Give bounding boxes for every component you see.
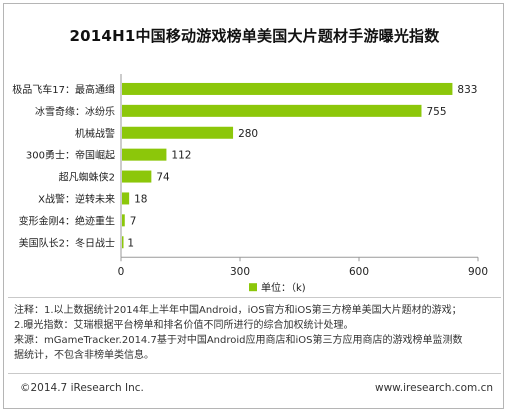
category-label: X战警：逆转未来 [38, 192, 115, 205]
chart-frame [3, 3, 504, 409]
value-label: 18 [134, 193, 147, 205]
legend-label: 单位：（k) [261, 281, 306, 294]
category-label: 极品飞车17：最高通缉 [12, 83, 115, 96]
value-label: 755 [426, 106, 446, 118]
bar [122, 104, 422, 117]
bar [122, 214, 125, 227]
value-label: 7 [130, 215, 137, 227]
website-link[interactable]: www.iresearch.com.cn [374, 382, 493, 394]
footer-divider [8, 373, 501, 374]
category-label: 冰雪奇缘：冰纷乐 [35, 105, 115, 118]
source-line-1: 来源：mGameTracker.2014.7基于对中国Android应用商店和i… [14, 335, 463, 346]
category-label: 变形金刚4：绝迹重生 [19, 214, 115, 227]
x-tick-label: 600 [349, 266, 369, 278]
note-line-2: 2.曝光指数：艾瑞根据平台榜单和排名价值不同所进行的综合加权统计处理。 [14, 320, 354, 331]
category-label: 300勇士：帝国崛起 [26, 149, 115, 162]
bar-chart: 极品飞车17：最高通缉 833 冰雪奇缘：冰纷乐 755 机械战警 280 300勇士：帝国… [12, 74, 488, 294]
bar [122, 148, 167, 161]
value-label: 280 [238, 128, 258, 140]
x-tick-label: 0 [118, 266, 125, 278]
bar [122, 236, 124, 249]
bar [122, 126, 234, 139]
value-label: 833 [457, 84, 477, 96]
notes-block: 注释：1.以上数据统计2014年上半年中国Android，iOS官方和iOS第三… [14, 303, 496, 363]
bar [122, 82, 453, 95]
category-label: 机械战警 [75, 127, 115, 140]
category-label: 超凡蜘蛛侠2 [59, 171, 115, 184]
source-line-2: 据统计，不包含非榜单类信息。 [14, 350, 154, 361]
value-label: 112 [171, 150, 191, 162]
category-label: 美国队长2：冬日战士 [19, 236, 115, 249]
legend-swatch [249, 283, 257, 292]
x-tick-label: 900 [468, 266, 488, 278]
x-tick-label: 300 [230, 266, 250, 278]
chart-title: 2014H1中国移动游戏榜单美国大片题材手游曝光指数 [69, 27, 440, 45]
value-label: 74 [156, 172, 170, 184]
bar [122, 170, 152, 183]
value-label: 1 [127, 237, 134, 249]
note-line-1: 注释：1.以上数据统计2014年上半年中国Android，iOS官方和iOS第三… [14, 305, 462, 316]
notes-divider [8, 297, 501, 298]
bar [122, 192, 130, 205]
copyright: ©2014.7 iResearch Inc. [20, 382, 144, 394]
